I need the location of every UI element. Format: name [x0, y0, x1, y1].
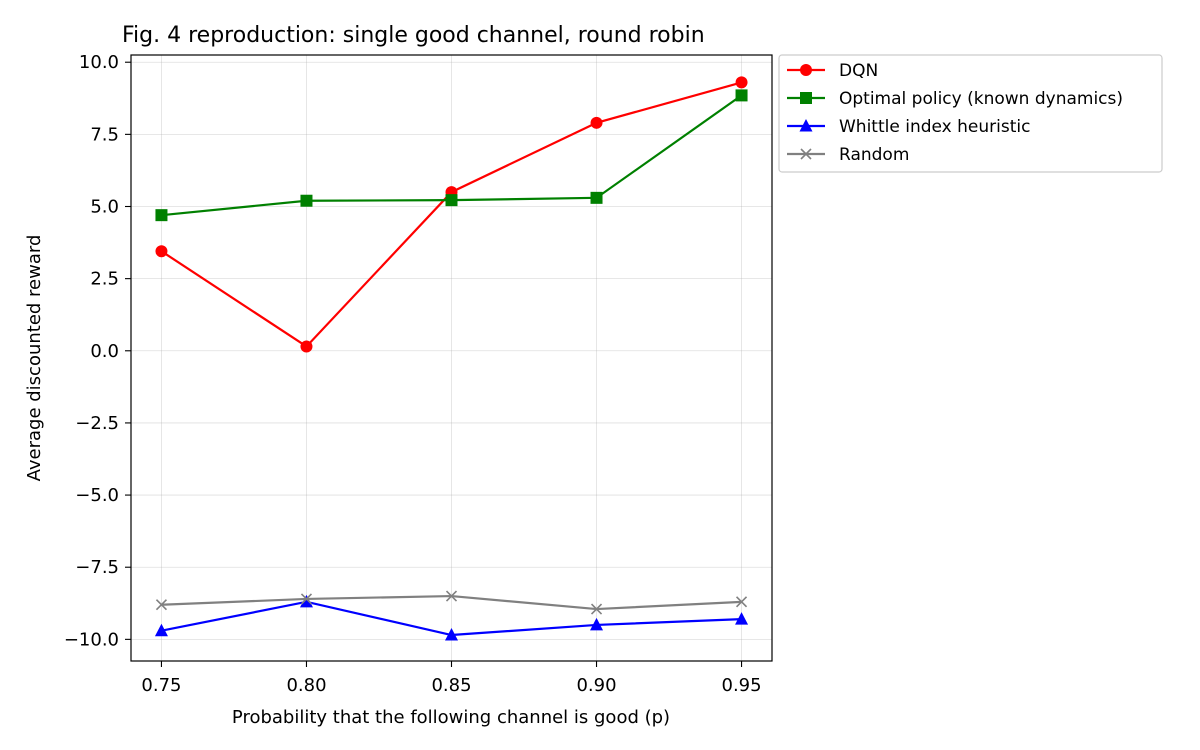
data-point — [155, 209, 168, 222]
y-tick-label: 5.0 — [90, 197, 119, 218]
chart-title: Fig. 4 reproduction: single good channel… — [122, 23, 705, 48]
legend-entry: DQN — [787, 61, 878, 81]
y-tick-label: −10.0 — [64, 629, 119, 650]
legend: DQN Optimal policy (known dynamics) Whittl… — [778, 54, 1163, 173]
marker-stroke — [445, 590, 458, 602]
legend-label: Random — [839, 145, 909, 165]
data-point — [735, 612, 749, 625]
y-tick-label: 7.5 — [90, 124, 119, 145]
x-tick-label: 0.85 — [431, 675, 471, 696]
y-tick-label: −5.0 — [75, 485, 119, 506]
legend-entry: Whittle index heuristic — [787, 117, 1030, 137]
x-tick-label: 0.80 — [286, 675, 326, 696]
series-random — [155, 590, 748, 615]
data-point — [735, 89, 748, 102]
series-whittle-index-heuristic — [154, 594, 749, 641]
legend-frame — [778, 54, 1163, 173]
y-tick-label: −7.5 — [75, 557, 119, 578]
x-axis-label: Probability that the following channel i… — [232, 707, 670, 728]
data-point — [590, 603, 603, 615]
marker-stroke — [300, 593, 313, 605]
data-point — [154, 623, 168, 637]
data-point — [445, 628, 458, 641]
y-axis-label: Average discounted reward — [24, 235, 45, 482]
plot-series — [154, 76, 749, 641]
data-point — [300, 340, 313, 353]
x-axis: 0.75 0.80 0.85 0.90 0.95 — [141, 661, 762, 696]
y-tick-label: 10.0 — [79, 52, 119, 73]
y-tick-label: 2.5 — [90, 269, 119, 290]
legend-entry: Random — [787, 145, 909, 165]
legend-label: Optimal policy (known dynamics) — [839, 89, 1123, 109]
data-point — [445, 194, 458, 207]
data-point — [590, 617, 604, 631]
data-point — [735, 596, 748, 608]
marker-stroke — [800, 148, 812, 160]
y-tick-label: 0.0 — [90, 341, 119, 362]
data-point — [155, 599, 168, 611]
data-point — [445, 590, 458, 602]
data-point — [590, 191, 603, 204]
legend-entry: Optimal policy (known dynamics) — [787, 89, 1123, 109]
marker-stroke — [735, 596, 748, 608]
data-point — [300, 194, 313, 207]
legend-label: DQN — [839, 61, 878, 81]
data-point — [735, 76, 748, 89]
x-tick-label: 0.95 — [722, 675, 762, 696]
series-optimal-policy-known-dynamics — [155, 89, 748, 222]
y-tick-label: −2.5 — [75, 413, 119, 434]
data-point — [590, 116, 603, 129]
legend-marker — [800, 64, 812, 76]
data-point — [299, 594, 313, 608]
x-tick-label: 0.90 — [576, 675, 616, 696]
legend-marker — [800, 92, 812, 104]
x-tick-label: 0.75 — [141, 675, 181, 696]
data-point — [155, 245, 168, 258]
marker-stroke — [155, 599, 168, 611]
y-axis: 10.0 7.5 5.0 2.5 0.0 −2.5 −5.0 −7.5 −10.0 — [64, 52, 131, 650]
legend-label: Whittle index heuristic — [839, 117, 1030, 137]
legend-marker — [800, 148, 812, 160]
data-point — [300, 593, 313, 605]
marker-stroke — [590, 603, 603, 615]
legend-marker — [799, 119, 813, 132]
